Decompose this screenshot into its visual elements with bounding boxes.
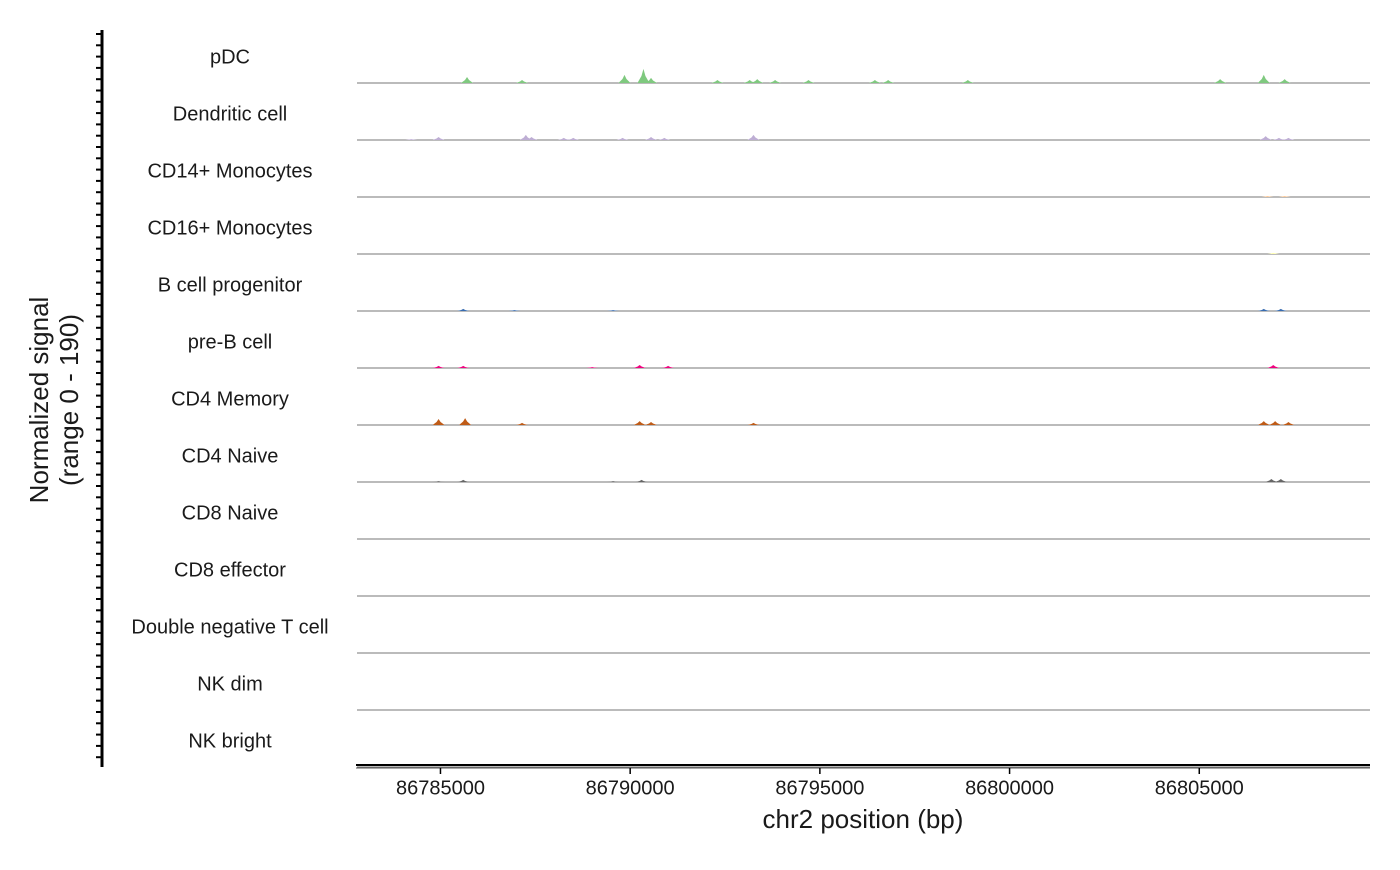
signal-peak: [868, 80, 881, 83]
signal-peak: [432, 419, 445, 425]
signal-peak: [769, 80, 782, 83]
x-axis-title: chr2 position (bp): [763, 804, 964, 834]
signal-peak: [1269, 421, 1282, 425]
track-label: NK dim: [197, 673, 263, 695]
signal-peak: [516, 422, 529, 425]
signal-peak: [635, 479, 648, 482]
signal-peak: [743, 80, 756, 83]
signal-peak: [516, 80, 529, 83]
signal-peak: [711, 80, 724, 83]
signal-peak: [519, 134, 532, 140]
track-label: Double negative T cell: [131, 616, 328, 638]
signal-peak: [432, 481, 445, 482]
signal-peak: [747, 134, 760, 140]
signal-peak: [1282, 137, 1295, 140]
signal-peak: [1278, 79, 1291, 83]
signal-peak: [1261, 196, 1274, 197]
signal-peak: [882, 80, 895, 83]
signal-peak: [457, 308, 470, 311]
y-axis-title-line: Normalized signal: [24, 297, 54, 504]
track-label: pre-B cell: [188, 331, 272, 353]
signal-peak: [1272, 137, 1285, 140]
signal-peak: [1278, 196, 1291, 197]
track-label: CD16+ Monocytes: [147, 217, 312, 239]
x-tick-label: 86785000: [396, 777, 485, 799]
signal-peak: [658, 137, 671, 140]
track-label: pDC: [210, 46, 250, 68]
signal-peak: [525, 137, 538, 140]
signal-peak: [1274, 479, 1287, 482]
signal-peak: [1257, 308, 1270, 311]
signal-peak: [567, 137, 580, 140]
signal-peak: [432, 137, 445, 140]
y-axis-title: Normalized signal (range 0 - 190): [24, 297, 84, 504]
y-axis-title-line: (range 0 - 190): [54, 314, 84, 486]
signal-peak: [457, 365, 470, 368]
signal-peak: [1257, 421, 1270, 425]
signal-peak: [633, 365, 646, 368]
signal-peak: [461, 77, 474, 83]
track-label: CD4 Memory: [171, 388, 289, 410]
signal-peak: [618, 74, 631, 83]
signal-peak: [662, 365, 675, 368]
signal-peak: [1274, 308, 1287, 311]
signal-peak: [1259, 136, 1272, 140]
signal-peak: [1265, 479, 1278, 482]
track-label: CD4 Naive: [182, 445, 279, 467]
signal-peak: [508, 310, 521, 311]
signal-peak: [633, 421, 646, 425]
signal-peak: [802, 80, 815, 83]
signal-peak: [645, 77, 658, 83]
track-label: CD14+ Monocytes: [147, 160, 312, 182]
track-label: B cell progenitor: [158, 274, 303, 296]
signal-peak: [607, 310, 620, 311]
signal-peak: [961, 80, 974, 83]
signal-peak: [645, 137, 658, 140]
x-tick-label: 86795000: [775, 777, 864, 799]
signal-peak: [637, 68, 650, 83]
signal-peak: [1257, 74, 1270, 83]
signal-peak: [1282, 422, 1295, 425]
signal-peak: [616, 137, 629, 140]
signal-peak: [747, 422, 760, 425]
x-tick-label: 86800000: [965, 777, 1054, 799]
track-label: Dendritic cell: [173, 103, 287, 125]
signal-peak: [557, 137, 570, 140]
track-label: CD8 Naive: [182, 502, 279, 524]
x-tick-label: 86805000: [1155, 777, 1244, 799]
signal-peak: [457, 479, 470, 482]
signal-peak: [607, 481, 620, 482]
signal-peak: [405, 139, 418, 140]
signal-peak: [751, 79, 764, 83]
signal-peak: [645, 422, 658, 425]
track-label: CD8 effector: [174, 559, 286, 581]
x-tick-label: 86790000: [586, 777, 675, 799]
signal-peak: [586, 367, 599, 368]
signal-peak: [459, 418, 472, 425]
signal-peak: [1267, 253, 1280, 254]
signal-peak: [1267, 365, 1280, 368]
signal-peak: [1214, 79, 1227, 83]
signal-peak: [432, 365, 445, 368]
track-label: NK bright: [188, 730, 272, 752]
